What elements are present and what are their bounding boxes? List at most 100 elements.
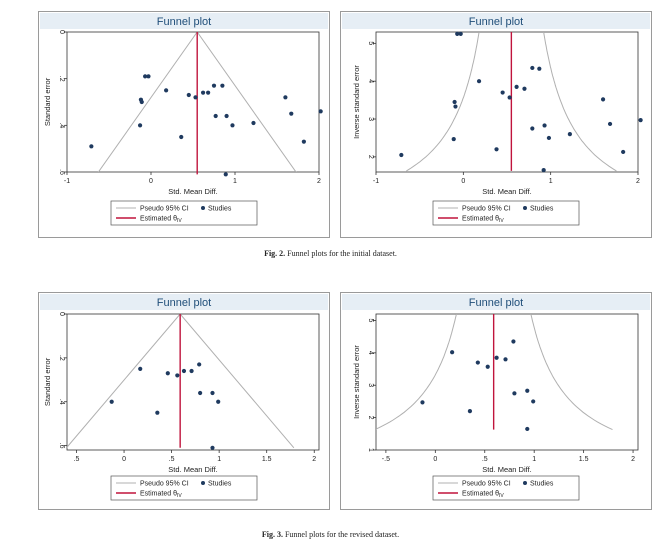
chart4-y-tick-label-2: 2 bbox=[367, 416, 374, 420]
chart4-x-tick-label-4: 1 bbox=[532, 456, 536, 463]
chart1-study-point-20 bbox=[289, 111, 294, 116]
chart4-study-point-3 bbox=[467, 409, 473, 414]
chart1-study-point-13 bbox=[211, 83, 217, 88]
chart3-y-tick-label-1: 0 bbox=[58, 312, 65, 316]
chart4-study-point-8 bbox=[511, 339, 516, 344]
chart2-legend-ci-label: Pseudo 95% CI bbox=[462, 206, 511, 213]
chart1-ci-funnel bbox=[97, 32, 297, 172]
chart1-study-point-5 bbox=[139, 99, 144, 105]
chart1-study-point-3 bbox=[146, 74, 151, 79]
chart4-ci-curve-right bbox=[530, 314, 613, 431]
chart3-x-tick-label-1: .5 bbox=[74, 456, 80, 463]
chart1-y-tick-label-3: .4 bbox=[58, 122, 65, 128]
chart1-title: Funnel plot bbox=[157, 16, 211, 28]
chart2-study-point-21 bbox=[621, 149, 626, 155]
chart1-study-point-8 bbox=[179, 134, 184, 140]
funnel-plot-svg-2: Funnel plot -1 0 1 2 2 3 4 5 Std. Mean Diff. Inver… bbox=[342, 13, 650, 226]
chart4-plot-frame bbox=[375, 313, 639, 451]
chart3-x-tick-label-3: .5 bbox=[169, 456, 175, 463]
chart3-y-tick-label-4: .6 bbox=[58, 443, 65, 449]
chart2-study-point-20 bbox=[607, 121, 613, 127]
chart1-y-tick-label-2: .2 bbox=[58, 76, 65, 82]
chart4-x-tick-label-2: 0 bbox=[433, 456, 437, 463]
chart2-study-point-19 bbox=[600, 97, 606, 102]
chart3-legend-studies-label: Studies bbox=[208, 481, 232, 488]
chart4-title-bar bbox=[342, 294, 650, 310]
chart3-study-point-6 bbox=[181, 368, 187, 374]
chart2-ci-curve-left bbox=[406, 32, 480, 172]
chart4-y-tick-label-3: 3 bbox=[367, 383, 374, 387]
chart1-y-tick-label-4: .6 bbox=[58, 169, 65, 175]
chart1-study-point-17 bbox=[230, 123, 235, 128]
chart2-legend-studies-swatch bbox=[523, 206, 527, 210]
chart4-x-axis-title: Std. Mean Diff. bbox=[482, 465, 531, 474]
funnel-plot-panel-3: Funnel plot .5 0 .5 1 1.5 2 0 .2 .4 .6 Std. Mean Di… bbox=[38, 292, 330, 510]
chart3-title: Funnel plot bbox=[157, 297, 211, 309]
chart4-x-tick-label-5: 1.5 bbox=[579, 456, 589, 463]
chart3-study-point-10 bbox=[210, 390, 215, 396]
chart2-study-point-9 bbox=[500, 90, 505, 95]
chart4-legend-studies-swatch bbox=[523, 481, 527, 485]
figure-2-text: Funnel plots for the initial dataset. bbox=[287, 249, 397, 258]
chart1-legend-studies-swatch bbox=[201, 206, 205, 210]
chart4-study-point-11 bbox=[531, 399, 536, 404]
chart1-study-point-9 bbox=[186, 92, 191, 98]
funnel-plot-panel-2: Funnel plot -1 0 1 2 2 3 4 5 Std. Mean Diff. Inver… bbox=[340, 11, 652, 238]
chart4-legend-box bbox=[432, 475, 580, 501]
chart3-x-axis-title: Std. Mean Diff. bbox=[168, 465, 217, 474]
chart3-study-point-4 bbox=[165, 371, 170, 376]
chart1-study-point-15 bbox=[220, 83, 225, 88]
chart4-study-point-12 bbox=[525, 426, 530, 432]
chart1-legend-studies-label: Studies bbox=[208, 206, 232, 213]
chart2-legend-estimate-subscript: IV bbox=[499, 218, 504, 224]
chart3-ci-funnel bbox=[67, 314, 295, 449]
chart2-study-point-3 bbox=[458, 31, 463, 36]
funnel-plot-svg-3: Funnel plot .5 0 .5 1 1.5 2 0 .2 .4 .6 Std. Mean Di… bbox=[40, 294, 328, 501]
chart3-study-point-7 bbox=[189, 368, 194, 374]
chart3-study-point-1 bbox=[109, 399, 114, 404]
chart2-study-point-7 bbox=[476, 79, 482, 84]
chart3-study-point-2 bbox=[138, 366, 143, 371]
chart3-y-tick-label-3: .4 bbox=[58, 399, 65, 405]
chart4-study-point-4 bbox=[475, 360, 480, 365]
chart1-study-point-18 bbox=[251, 120, 256, 126]
chart3-legend-studies-swatch bbox=[201, 481, 205, 485]
chart1-study-point-12 bbox=[206, 90, 211, 95]
chart1-legend-estimate-label: Estimated θIV bbox=[140, 216, 182, 225]
chart1-x-axis-title: Std. Mean Diff. bbox=[168, 187, 217, 196]
chart2-y-tick-label-1: 2 bbox=[367, 155, 374, 159]
chart4-legend-ci-label: Pseudo 95% CI bbox=[462, 481, 511, 488]
chart4-y-tick-label-1: 1 bbox=[367, 448, 374, 452]
funnel-plot-svg-4: Funnel plot -.5 0 .5 1 1.5 2 1 2 3 4 5 Std. Mean Dif… bbox=[342, 294, 650, 501]
chart4-legend-estimate-subscript: IV bbox=[499, 493, 504, 499]
chart4-study-point-10 bbox=[525, 388, 530, 393]
chart2-study-point-15 bbox=[530, 126, 535, 131]
chart3-x-tick-label-2: 0 bbox=[122, 456, 126, 463]
chart2-study-point-11 bbox=[514, 84, 519, 89]
chart3-x-tick-label-6: 2 bbox=[312, 456, 316, 463]
chart2-x-tick-label-2: 0 bbox=[461, 178, 465, 185]
chart4-study-point-5 bbox=[485, 364, 490, 369]
chart1-study-point-6 bbox=[137, 123, 143, 128]
chart4-y-tick-label-5: 5 bbox=[367, 319, 374, 323]
chart1-legend-box bbox=[110, 200, 258, 226]
chart4-study-point-2 bbox=[450, 350, 455, 355]
chart1-study-point-10 bbox=[193, 95, 198, 100]
chart2-study-point-17 bbox=[546, 135, 552, 141]
chart2-legend-box bbox=[432, 200, 580, 226]
figure-3-text: Funnel plots for the revised dataset. bbox=[284, 530, 400, 539]
chart3-study-point-3 bbox=[155, 410, 160, 415]
chart2-study-point-12 bbox=[522, 86, 527, 91]
chart3-legend-ci-label: Pseudo 95% CI bbox=[140, 481, 189, 488]
chart2-study-point-14 bbox=[537, 66, 542, 71]
chart3-legend-estimate-subscript: IV bbox=[177, 493, 182, 499]
chart4-study-point-7 bbox=[503, 357, 508, 362]
chart2-title-bar bbox=[342, 13, 650, 29]
chart3-plot-frame bbox=[66, 313, 320, 451]
chart4-y-axis-title: Inverse standard error bbox=[352, 345, 361, 419]
chart1-x-tick-label-3: 1 bbox=[233, 178, 237, 185]
chart4-study-point-6 bbox=[494, 355, 499, 360]
figure-2-caption: Fig. 2. Funnel plots for the initial dat… bbox=[0, 249, 661, 258]
chart2-study-point-6 bbox=[451, 136, 456, 142]
chart2-x-tick-label-4: 2 bbox=[636, 178, 640, 185]
